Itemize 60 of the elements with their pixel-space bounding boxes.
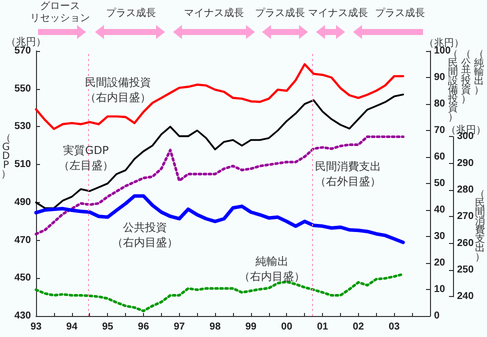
line-series <box>35 94 404 210</box>
line-series <box>34 63 404 130</box>
y2-tick-label: 70 <box>434 125 446 136</box>
y2-tick-label: 40 <box>434 204 446 216</box>
x-tick-label: 96 <box>138 322 150 332</box>
y2-tick-label: 0 <box>434 310 440 322</box>
y2-tick-label: 50 <box>434 178 446 189</box>
text: （公共投資） <box>460 49 472 105</box>
y2-tick-label: 90 <box>434 72 446 83</box>
x-tick-label: 99 <box>245 322 257 332</box>
y-axis-title: （GDP） <box>0 133 12 180</box>
y2-tick-label: 30 <box>434 231 446 242</box>
series-label: 民間消費支出 <box>314 160 382 174</box>
y2-tick-label: 20 <box>434 258 446 268</box>
annotation: （右内目盛） <box>111 236 179 250</box>
text: （純輸出） <box>473 49 485 96</box>
y3-tick-label: 270 <box>457 211 474 222</box>
x-tick-label: 01 <box>316 322 329 332</box>
x-tick-label: 95 <box>102 322 114 332</box>
y3-tick-label: 290 <box>457 158 474 169</box>
x-tick-label: 97 <box>174 322 186 332</box>
series-label: 公共投資 <box>122 221 168 235</box>
y3-tick-label: 240 <box>457 291 474 302</box>
text: マイナス成長 <box>307 8 369 20</box>
y3-tick-label: 280 <box>457 184 474 196</box>
y-tick-label: 490 <box>14 196 32 208</box>
y3-axis-title: （民間消費支出） <box>474 189 486 263</box>
series-label: 実質GDP <box>62 144 110 158</box>
y2-tick-label: 10 <box>434 284 446 295</box>
y-tick-label: 430 <box>14 310 32 322</box>
y3-tick-label: 260 <box>457 238 474 249</box>
y-tick-label: 550 <box>14 83 32 94</box>
x-tick-label: 03 <box>388 322 400 332</box>
x-tick-label: 02 <box>352 322 364 332</box>
x-tick-label: 93 <box>30 322 42 332</box>
series-label: 民間設備投資 <box>84 76 152 90</box>
annotation: （左目盛） <box>58 159 114 173</box>
y2-tick-label: 60 <box>434 152 446 162</box>
text: プラス成長 <box>254 8 306 20</box>
y3-tick-label: 250 <box>457 264 474 276</box>
text: マイナス成長 <box>183 8 245 20</box>
y-tick-label: 570 <box>14 46 32 56</box>
annotation: （右内目盛） <box>238 270 306 284</box>
text: （兆円） <box>5 37 47 48</box>
y2-tick-label: 80 <box>434 98 446 110</box>
x-tick-label: 98 <box>210 322 222 332</box>
annotation: （右内目盛） <box>84 91 152 105</box>
x-tick-label: 94 <box>66 322 78 332</box>
y-tick-label: 530 <box>14 121 32 132</box>
x-tick-label: 00 <box>281 322 293 332</box>
y-tick-label: 470 <box>14 234 32 246</box>
text: グロースリセッション <box>29 1 91 25</box>
series-label: 純輸出 <box>254 255 290 269</box>
text: プラス成長 <box>105 8 157 20</box>
text: プラス成長 <box>374 8 426 20</box>
y-tick-label: 510 <box>14 159 32 170</box>
annotation: （右外目盛） <box>314 175 382 189</box>
y-tick-label: 450 <box>14 272 32 284</box>
line-series <box>34 272 404 312</box>
line-series <box>34 135 404 236</box>
